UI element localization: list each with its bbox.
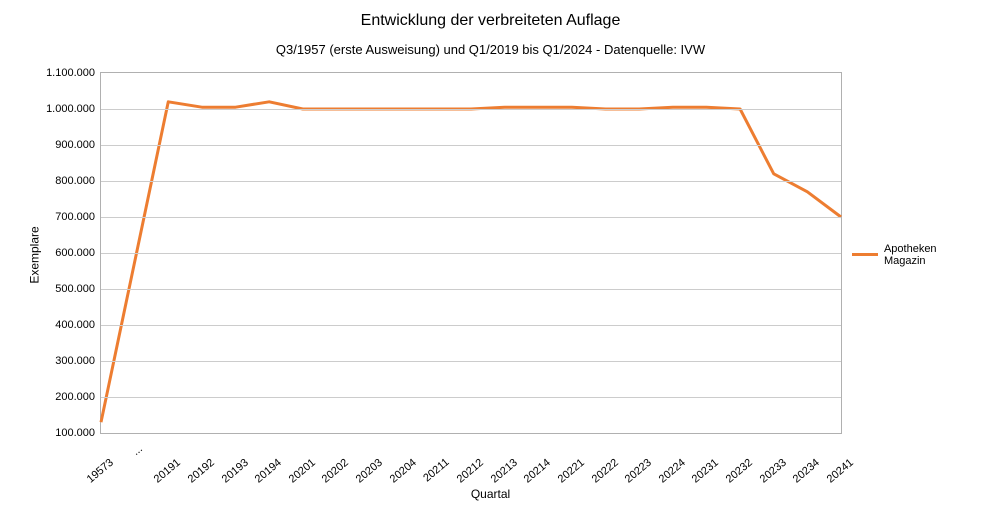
legend-swatch: [852, 253, 878, 256]
gridline: [101, 253, 841, 254]
gridline: [101, 109, 841, 110]
gridline: [101, 325, 841, 326]
y-tick-label: 1.000.000: [46, 103, 95, 115]
x-axis-label: Quartal: [0, 487, 981, 501]
y-axis-label: Exemplare: [28, 226, 42, 283]
y-tick-label: 100.000: [55, 427, 95, 439]
chart-title: Entwicklung der verbreiteten Auflage: [0, 12, 981, 30]
x-tick-label: 20211: [444, 437, 475, 465]
gridline: [101, 397, 841, 398]
legend-label: Apotheken Magazin: [884, 243, 981, 267]
y-tick-label: 800.000: [55, 175, 95, 187]
y-tick-label: 200.000: [55, 391, 95, 403]
chart-container: Entwicklung der verbreiteten Auflage Q3/…: [0, 0, 981, 509]
series-line: [101, 102, 841, 422]
y-tick-label: 500.000: [55, 283, 95, 295]
y-tick-label: 600.000: [55, 247, 95, 259]
y-tick-label: 700.000: [55, 211, 95, 223]
y-tick-label: 1.100.000: [46, 67, 95, 79]
gridline: [101, 289, 841, 290]
plot-area: 100.000200.000300.000400.000500.000600.0…: [100, 72, 842, 434]
y-tick-label: 900.000: [55, 139, 95, 151]
x-tick-label: ...: [137, 437, 152, 452]
legend: Apotheken Magazin: [852, 243, 981, 267]
chart-subtitle: Q3/1957 (erste Ausweisung) und Q1/2019 b…: [0, 42, 981, 57]
gridline: [101, 217, 841, 218]
y-tick-label: 400.000: [55, 319, 95, 331]
gridline: [101, 145, 841, 146]
y-tick-label: 300.000: [55, 355, 95, 367]
x-tick-label: 20241: [848, 437, 879, 466]
gridline: [101, 181, 841, 182]
gridline: [101, 361, 841, 362]
